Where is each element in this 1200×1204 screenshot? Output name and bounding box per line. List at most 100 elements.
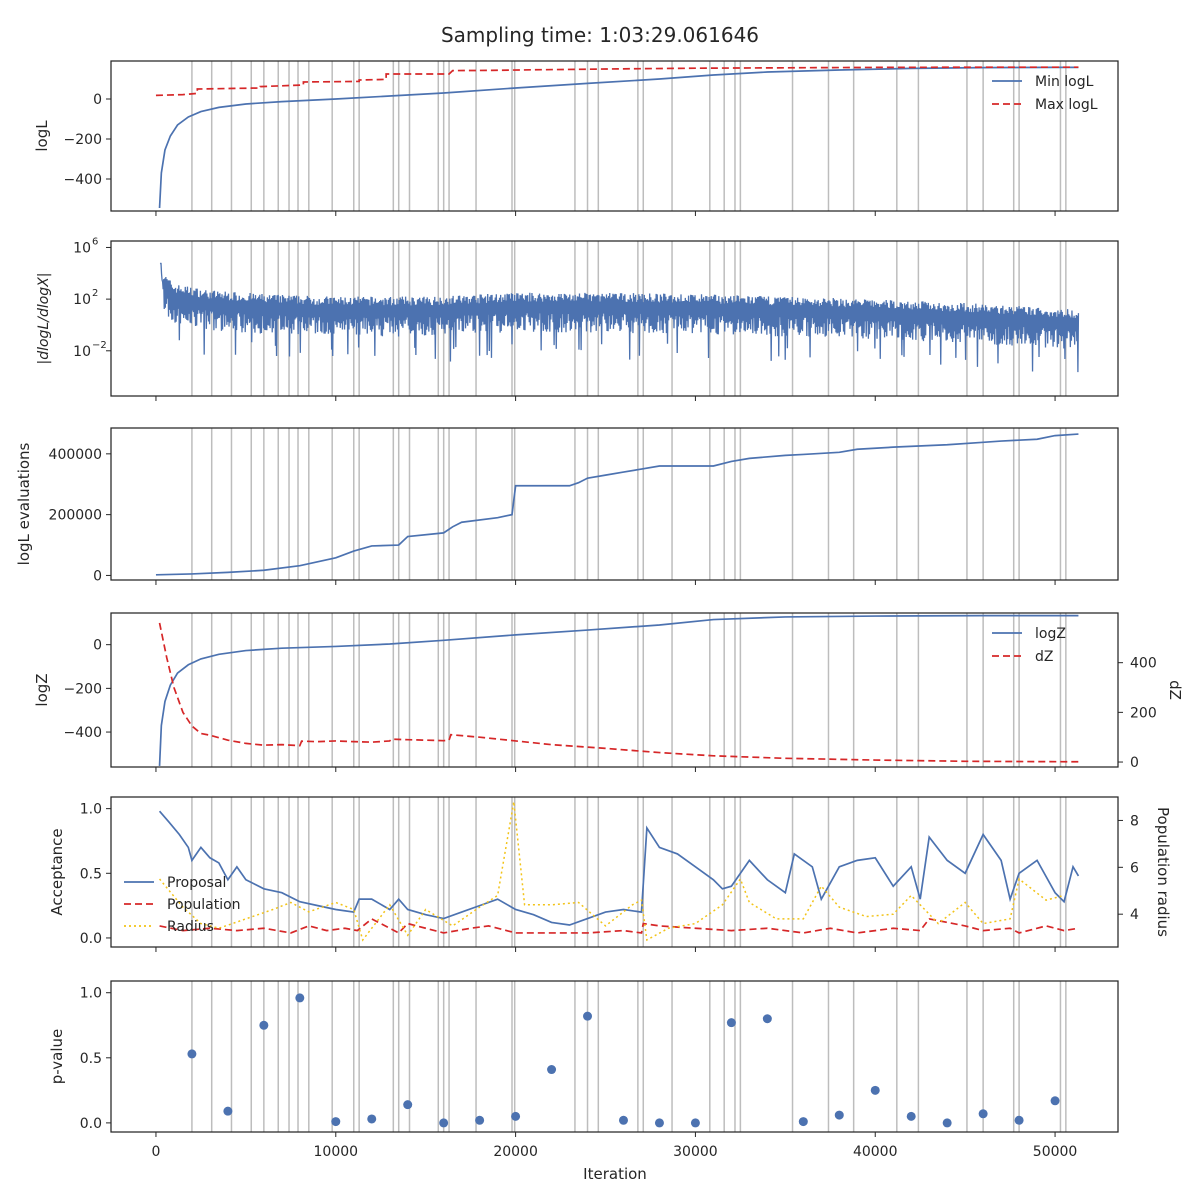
series-line — [159, 262, 1080, 373]
data-point — [870, 1085, 880, 1095]
data-point — [834, 1110, 844, 1120]
vertical-lines — [191, 61, 1067, 211]
y-tick-label: 10 — [73, 292, 91, 308]
legend-label: logZ — [1035, 626, 1066, 642]
x-tick-label: 10000 — [314, 1144, 359, 1160]
data-point — [762, 1014, 772, 1024]
data-point — [726, 1018, 736, 1028]
x-axis-label: Iteration — [583, 1165, 647, 1183]
y-axis-label: logZ — [33, 673, 51, 706]
y-tick-base: 10 — [73, 292, 91, 308]
panel-evals: 400000 200000 0 logL evaluations — [15, 427, 1119, 585]
y-tick-label: −200 — [64, 132, 102, 148]
y-tick-label: 10 — [73, 240, 91, 256]
data-point — [618, 1115, 628, 1125]
y-axis-label: |dlogL/dlogX| — [36, 273, 52, 365]
data-point — [798, 1117, 808, 1127]
legend-label: dZ — [1035, 649, 1053, 665]
axes-frame — [110, 427, 1119, 581]
y-tick-exponent: 2 — [92, 288, 98, 299]
data-point — [475, 1115, 485, 1125]
chart-title: Sampling time: 1:03:29.061646 — [441, 23, 759, 47]
data-point — [1014, 1115, 1024, 1125]
y-tick-label: 0.0 — [80, 931, 102, 947]
series-group — [155, 433, 1079, 576]
legend-label: Radius — [167, 919, 214, 935]
x-tick-label: 30000 — [673, 1144, 718, 1160]
legend-label: Proposal — [167, 875, 226, 891]
y-tick-label: 400000 — [49, 447, 102, 463]
y-tick-label: 10 — [73, 344, 91, 360]
y-tick-exponent: −2 — [92, 340, 107, 351]
panel-dlogl: 10 610 210 −2|dlogL/dlogX| — [36, 236, 1119, 401]
data-point — [583, 1011, 593, 1021]
y-tick-label: −400 — [64, 725, 102, 741]
series-line — [158, 622, 1079, 763]
data-point — [654, 1118, 664, 1128]
data-point — [942, 1118, 952, 1128]
data-point — [439, 1118, 449, 1128]
axes-frame — [110, 240, 1119, 397]
y-axis-label: logL — [33, 120, 51, 152]
data-point — [331, 1117, 341, 1127]
data-point — [1050, 1096, 1060, 1106]
vertical-lines — [191, 981, 1067, 1132]
panel-pvalue: 0 10000 20000 30000 40000 50000 1.0 0.5 0.0 p-val… — [48, 980, 1119, 1160]
data-point — [295, 993, 305, 1003]
legend-label: Population — [167, 897, 241, 913]
legend-label: Min logL — [1035, 74, 1094, 90]
series-line — [158, 801, 1065, 942]
series-line — [158, 66, 1079, 209]
y-tick-label: 1.0 — [80, 986, 102, 1002]
y-right-tick-label: 6 — [1130, 860, 1139, 876]
data-point — [978, 1109, 988, 1119]
series-line — [155, 66, 1079, 97]
panel-logz: 0 −200 −400 400 200 0 logZ dZ logZ dZ — [33, 612, 1184, 772]
y-right-tick-label: 400 — [1130, 656, 1157, 672]
y-tick-base: 10 — [73, 344, 91, 360]
y-right-tick-label: 8 — [1130, 813, 1139, 829]
legend: logZ dZ — [992, 626, 1066, 665]
y-tick-base: 10 — [73, 240, 91, 256]
vertical-lines — [191, 428, 1067, 580]
series-line — [159, 917, 1079, 934]
y-tick-label: −400 — [64, 172, 102, 188]
series-group — [158, 614, 1079, 766]
data-point — [187, 1049, 197, 1059]
x-tick-label: 0 — [151, 1144, 160, 1160]
series-group — [187, 993, 1060, 1128]
data-point — [690, 1118, 700, 1128]
panel-acceptance: 1.0 0.5 0.0 8 6 4 Acceptance Population radius P… — [48, 796, 1172, 952]
data-point — [547, 1065, 557, 1075]
vertical-lines — [191, 797, 1067, 947]
y-tick-label: 0 — [93, 568, 102, 584]
panel-logl: 0 −200 −400 logL Min logL Max logL — [33, 60, 1119, 216]
y-right-axis-label: dZ — [1166, 680, 1184, 700]
y-tick-label: −200 — [64, 681, 102, 697]
data-point — [259, 1020, 269, 1030]
data-point — [906, 1111, 916, 1121]
legend-label: Max logL — [1035, 97, 1098, 113]
y-tick-label: 200000 — [49, 508, 102, 524]
y-tick-label: 0.0 — [80, 1116, 102, 1132]
y-tick-label: 0 — [93, 92, 102, 108]
data-point — [511, 1111, 521, 1121]
vertical-lines — [191, 613, 1067, 767]
x-tick-label: 50000 — [1033, 1144, 1078, 1160]
y-right-tick-label: 4 — [1130, 907, 1139, 923]
axes-frame — [110, 612, 1119, 768]
x-tick-label: 40000 — [853, 1144, 898, 1160]
series-line — [155, 433, 1079, 576]
y-tick-label: 0 — [93, 638, 102, 654]
x-tick-label: 20000 — [493, 1144, 538, 1160]
y-tick-label: 0.5 — [80, 866, 102, 882]
series-group — [159, 262, 1080, 373]
y-right-tick-label: 0 — [1130, 755, 1139, 771]
y-axis-label: Acceptance — [48, 828, 66, 915]
axes-frame — [110, 60, 1119, 212]
y-right-tick-label: 200 — [1130, 705, 1157, 721]
legend: Min logL Max logL — [992, 74, 1098, 113]
y-axis-label: logL evaluations — [15, 442, 33, 565]
